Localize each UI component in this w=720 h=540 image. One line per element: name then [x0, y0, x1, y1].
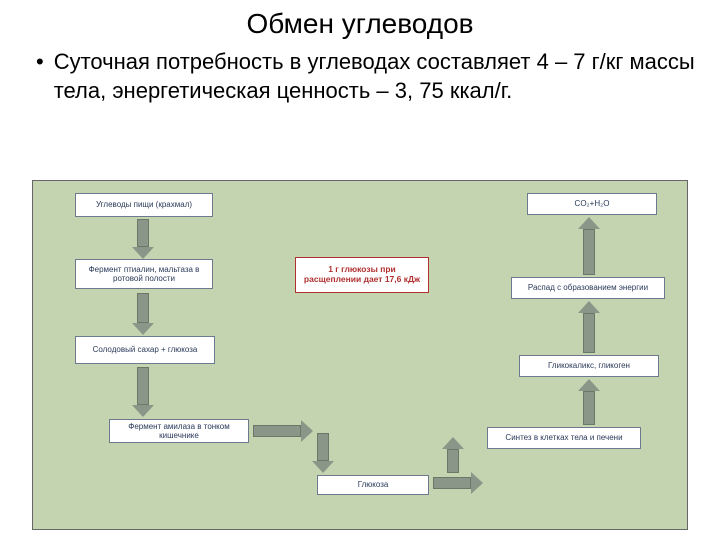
flow-node-l1: Углеводы пищи (крахмал)	[75, 193, 213, 217]
flow-node-l2: Фермент птиалин, мальтаза в ротовой поло…	[75, 259, 213, 289]
flow-node-r2: Распад с образованием энергии	[511, 277, 665, 299]
flow-node-l3: Солодовый сахар + глюкоза	[75, 336, 215, 364]
flow-node-center: 1 г глюкозы при расщеплении дает 17,6 кД…	[295, 257, 429, 293]
flow-node-r3: Гликокаликс, гликоген	[519, 355, 659, 377]
page-title: Обмен углеводов	[0, 0, 720, 40]
flow-node-r1: CO₂+H₂O	[527, 193, 657, 215]
bullet-item: • Суточная потребность в углеводах соста…	[36, 48, 696, 105]
bullet-dot: •	[36, 48, 44, 77]
flow-node-l4: Фермент амилаза в тонком кишечнике	[109, 419, 249, 443]
flow-node-bottom: Глюкоза	[317, 475, 429, 495]
bullet-text: Суточная потребность в углеводах составл…	[54, 48, 696, 105]
flow-diagram: Углеводы пищи (крахмал) Фермент птиалин, …	[32, 180, 688, 530]
flow-node-r4: Синтез в клетках тела и печени	[487, 427, 641, 449]
bullet-area: • Суточная потребность в углеводах соста…	[0, 40, 720, 113]
